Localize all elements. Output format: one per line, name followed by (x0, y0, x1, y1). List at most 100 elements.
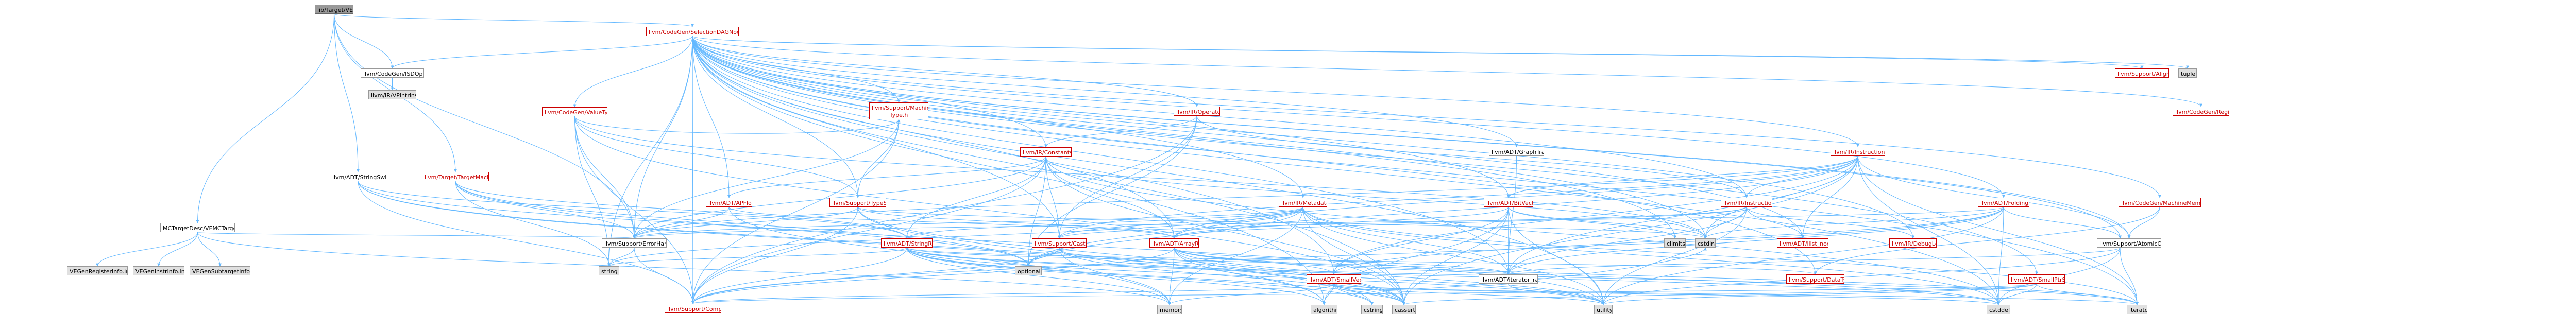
node-vesubtargetinfo[interactable]: VEGenSubtargetInfo.inc (190, 266, 250, 275)
node-string[interactable]: string (599, 266, 619, 275)
node-datatypes[interactable]: llvm/Support/DataTypes.h (1786, 274, 1844, 284)
edge-instruction-to-iteratorrange (1506, 206, 1747, 275)
edge-instruction-to-arrayref (1173, 206, 1747, 239)
node-instructions[interactable]: llvm/IR/Instructions.h (1831, 147, 1885, 156)
node-bitvector[interactable]: llvm/ADT/BitVector.h (1484, 198, 1533, 207)
node-veregisterinfo[interactable]: VEGenRegisterInfo.inc (67, 266, 128, 275)
node-codegenregister[interactable]: llvm/CodeGen/Register.h (2173, 107, 2229, 116)
node-foldingset[interactable]: llvm/ADT/FoldingSet.h (1978, 198, 2029, 207)
edge-metadata-to-iterator (1302, 206, 2139, 305)
edge-iteratorrange-to-utility (1508, 283, 1605, 305)
edge-constants-to-cstddef (1045, 156, 2000, 305)
node-climits[interactable]: climits (1664, 238, 1686, 248)
edge-stringref-to-iteratorrange (906, 247, 1510, 275)
edge-dagnodes-to-tuple (692, 36, 2189, 69)
node-machinememoperand[interactable]: llvm/CodeGen/MachineMemOperand.h (2119, 198, 2201, 207)
node-memory[interactable]: memory (1157, 305, 1182, 314)
node-algorithm[interactable]: algorithm (1311, 305, 1337, 314)
node-vpintrinsics[interactable]: llvm/IR/VPIntrinsics.def (368, 90, 416, 99)
edge-constants-to-optional (1027, 156, 1046, 267)
edge-targetmachine-to-errorhandling (455, 181, 636, 239)
edge-valuetypes-to-typesize (574, 116, 859, 198)
edge-dagnodes-to-graphtraits (692, 36, 1518, 147)
edge-smallvector-to-cstring (1333, 283, 1374, 305)
node-alignof[interactable]: llvm/Support/AlignOf.h (2115, 68, 2169, 78)
edge-instructions-to-instruction (1745, 155, 1858, 198)
node-valuetypes[interactable]: llvm/CodeGen/ValueTypes.h (542, 107, 607, 116)
edge-foldingset-to-adtiterator (2003, 206, 2122, 239)
edge-instruction-to-casting (1058, 206, 1747, 239)
node-machinevaluetype[interactable]: llvm/Support/MachineValue Type.h (869, 102, 928, 119)
edge-mctargetdesc-to-veinstrinfo (157, 232, 198, 267)
edge-dagnodes-to-cassert (692, 36, 1405, 305)
edge-metadata-to-errorhandling (633, 206, 1303, 239)
node-apfloat[interactable]: llvm/ADT/APFloat.h (706, 198, 752, 207)
edge-typesize-to-arrayref (857, 206, 1176, 239)
edge-apfloat-to-arrayref (728, 206, 1176, 239)
edge-arrayref-to-memory (1168, 247, 1175, 305)
node-constants[interactable]: llvm/IR/Constants.h (1020, 147, 1072, 157)
edge-operator-to-constants (1044, 115, 1197, 148)
node-graphtraits[interactable]: llvm/ADT/GraphTraits.h (1489, 147, 1544, 156)
edge-errorhandling-to-compiler (634, 247, 694, 304)
edge-dagnodes-to-debugloc (692, 36, 1914, 239)
node-instruction[interactable]: llvm/IR/Instruction.h (1721, 198, 1772, 207)
node-operator[interactable]: llvm/IR/Operator.h (1174, 107, 1220, 116)
node-arrayref[interactable]: llvm/ADT/ArrayRef.h (1149, 238, 1199, 248)
edge-dagnodes-to-apfloat (692, 36, 731, 198)
node-smallptrset[interactable]: llvm/ADT/SmallPtrSet.h (2008, 274, 2065, 284)
edge-typesize-to-cstdint (857, 206, 1707, 239)
edge-constants-to-errorhandling (633, 156, 1046, 239)
edge-constants-to-arrayref (1045, 156, 1176, 239)
edge-casting-to-memory (1059, 247, 1171, 305)
node-atomicordering[interactable]: llvm/Support/AtomicOrdering.h (2097, 238, 2161, 248)
edge-ve-to-stringswitch (334, 13, 360, 172)
edge-smallvector-to-compiler (691, 283, 1334, 304)
edge-bitvector-to-cstdint (1508, 206, 1707, 239)
edge-errorhandling-to-string (607, 247, 635, 267)
node-cstddef[interactable]: cstddef (1987, 305, 2010, 314)
node-smallvector[interactable]: llvm/ADT/SmallVector.h (1307, 274, 1361, 284)
node-debugloc[interactable]: llvm/IR/DebugLoc.h (1889, 238, 1937, 248)
edge-constants-to-casting (1045, 156, 1061, 239)
edge-dagnodes-to-isdopcodes (391, 36, 693, 69)
edge-operator-to-casting (1058, 115, 1197, 239)
node-cstdint[interactable]: cstdint (1695, 238, 1716, 248)
node-errorhandling[interactable]: llvm/Support/ErrorHandling.h (602, 238, 667, 248)
edge-dagnodes-to-instructions (692, 36, 1859, 147)
edge-foldingset-to-cstddef (1997, 206, 2004, 305)
node-casting[interactable]: llvm/Support/Casting.h (1032, 238, 1087, 248)
edge-operator-to-compiler (691, 115, 1197, 304)
node-cstring[interactable]: cstring (1361, 305, 1383, 314)
edge-typesize-to-cassert (857, 206, 1405, 305)
edge-dagnodes-to-cstddef (692, 36, 2000, 305)
edge-valuetypes-to-cassert (574, 116, 1405, 305)
node-isdopcodes[interactable]: llvm/CodeGen/ISDOpcodes.h (361, 68, 424, 78)
node-tuple[interactable]: tuple (2178, 68, 2197, 78)
node-iteratorrange[interactable]: llvm/ADT/iterator_range.h (1479, 274, 1538, 284)
node-mctargetdesc[interactable]: MCTargetDesc/VEMCTargetDesc.h (160, 223, 235, 232)
edge-mctargetdesc-to-memory (197, 232, 1171, 305)
node-stringref[interactable]: llvm/ADT/StringRef.h (881, 238, 933, 248)
edge-smallptrset-to-iterator (2036, 283, 2139, 305)
node-dagnodes[interactable]: llvm/CodeGen/SelectionDAGNodes.h (646, 27, 739, 36)
node-utility[interactable]: utility (1594, 305, 1613, 314)
node-targetmachine[interactable]: llvm/Target/TargetMachine.h (422, 172, 489, 181)
edge-dagnodes-to-errorhandling (633, 36, 693, 239)
node-stringswitch[interactable]: llvm/ADT/StringSwitch.h (330, 172, 386, 181)
node-iterator[interactable]: iterator (2127, 305, 2147, 314)
edge-smallptrset-to-compiler (691, 283, 2037, 304)
edge-ve-to-mctargetdesc (196, 13, 334, 223)
edge-stringref-to-string (607, 247, 907, 267)
node-compiler[interactable]: llvm/Support/Compiler.h (665, 304, 721, 313)
edge-instructions-to-atomicordering (1857, 155, 2131, 239)
node-ilistnode[interactable]: llvm/ADT/ilist_node.h (1777, 238, 1828, 248)
node-metadata[interactable]: llvm/IR/Metadata.h (1279, 198, 1327, 207)
node-ve[interactable]: lib/Target/VE/VE.h (315, 5, 353, 14)
node-typesize[interactable]: llvm/Support/TypeSize.h (829, 198, 886, 207)
edge-dagnodes-to-string (607, 36, 693, 267)
edge-adtiterator-to-iterator (2120, 247, 2139, 305)
node-optional[interactable]: optional (1015, 266, 1042, 275)
node-veinstrinfo[interactable]: VEGenInstrInfo.inc (133, 266, 184, 275)
node-cassert[interactable]: cassert (1392, 305, 1416, 314)
